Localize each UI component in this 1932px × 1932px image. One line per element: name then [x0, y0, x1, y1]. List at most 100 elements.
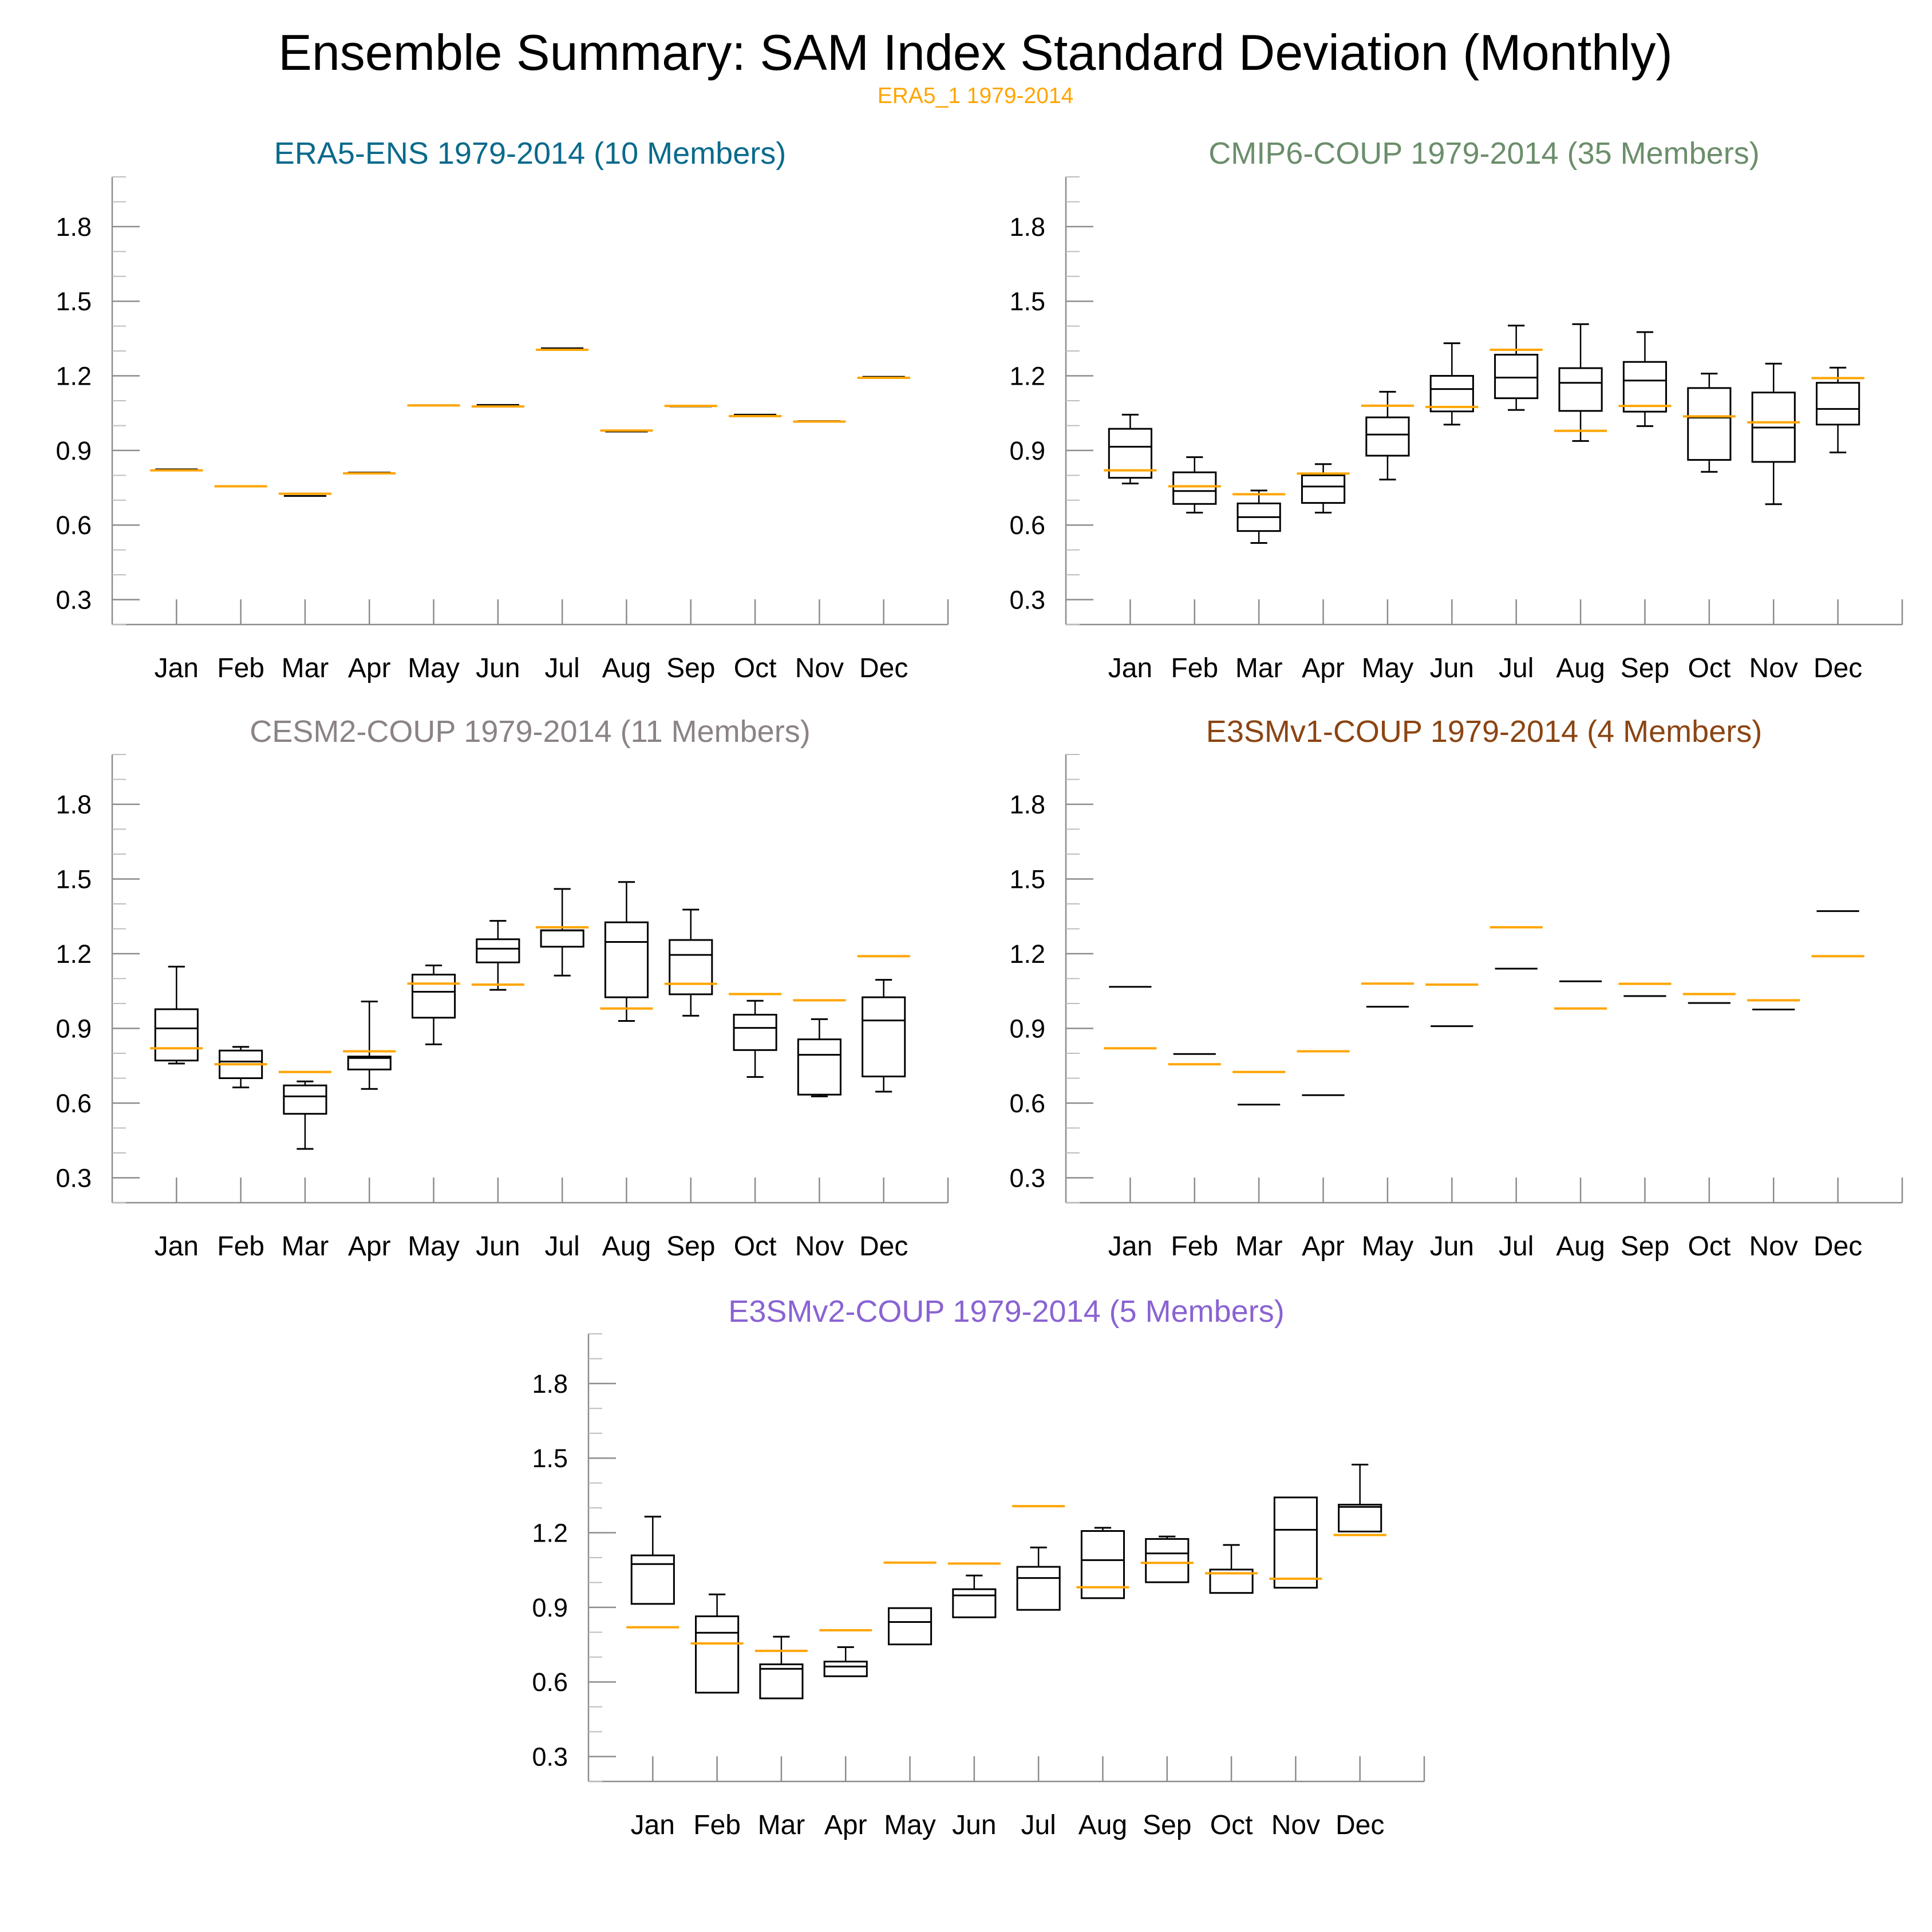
panel-title: CESM2-COUP 1979-2014 (11 Members)	[250, 714, 810, 749]
y-tick-label: 0.3	[56, 586, 92, 615]
x-tick-label-jan: Jan	[155, 1231, 199, 1262]
box-aug	[1080, 1527, 1125, 1599]
iqr-box	[797, 1038, 841, 1096]
x-tick-label-dec: Dec	[1336, 1810, 1384, 1840]
panel-title: CMIP6-COUP 1979-2014 (35 Members)	[1208, 136, 1759, 171]
iqr-box	[823, 1661, 868, 1677]
x-tick-label-apr: Apr	[348, 653, 391, 683]
x-tick-label-apr: Apr	[1302, 1231, 1345, 1262]
y-tick-label: 1.5	[56, 287, 92, 316]
x-tick-label-nov: Nov	[1749, 653, 1798, 683]
iqr-box	[1273, 1496, 1318, 1589]
iqr-box	[1016, 1566, 1061, 1611]
box-oct	[733, 999, 777, 1078]
figure-subtitle: ERA5_1 1979-2014	[878, 84, 1074, 108]
x-tick-label-aug: Aug	[602, 1231, 651, 1262]
x-tick-label-jan: Jan	[1108, 1231, 1152, 1262]
x-tick-label-jun: Jun	[476, 1231, 520, 1262]
x-tick-label-mar: Mar	[1235, 653, 1283, 683]
box-nov	[1751, 362, 1796, 505]
x-tick-label-nov: Nov	[1271, 1810, 1320, 1840]
x-tick-label-dec: Dec	[1814, 1231, 1862, 1262]
box-jun	[1429, 342, 1474, 426]
box-jun	[476, 920, 520, 991]
iqr-box	[887, 1607, 933, 1646]
panel-title: E3SMv1-COUP 1979-2014 (4 Members)	[1206, 714, 1762, 749]
x-tick-label-jul: Jul	[1021, 1810, 1056, 1840]
iqr-box	[1145, 1538, 1190, 1583]
y-tick-label: 0.6	[1009, 1089, 1045, 1118]
x-tick-label-may: May	[408, 1231, 460, 1262]
x-tick-label-jun: Jun	[476, 653, 520, 683]
iqr-box	[695, 1615, 740, 1694]
box-jul	[1016, 1546, 1061, 1611]
x-tick-label-aug: Aug	[1556, 653, 1605, 683]
iqr-box	[1172, 471, 1217, 505]
x-tick-label-may: May	[408, 653, 460, 683]
panel-title: ERA5-ENS 1979-2014 (10 Members)	[274, 136, 786, 171]
x-tick-label-jul: Jul	[1499, 1231, 1534, 1262]
iqr-box	[952, 1588, 997, 1618]
panel-title: E3SMv2-COUP 1979-2014 (5 Members)	[728, 1294, 1284, 1329]
x-tick-label-aug: Aug	[1556, 1231, 1605, 1262]
iqr-box	[411, 974, 456, 1019]
x-tick-label-jun: Jun	[952, 1810, 996, 1840]
panel-e3smv2-coup: E3SMv2-COUP 1979-2014 (5 Members) 0.3 0.6 0…	[532, 1294, 1425, 1840]
x-tick-label-mar: Mar	[758, 1810, 805, 1840]
box-oct	[1687, 373, 1732, 473]
x-tick-label-jan: Jan	[1108, 653, 1152, 683]
y-tick-label: 1.2	[56, 362, 92, 391]
box-nov	[1273, 1496, 1318, 1589]
box-feb	[1172, 456, 1217, 513]
x-tick-label-apr: Apr	[348, 1231, 391, 1262]
x-tick-label-oct: Oct	[1688, 653, 1731, 683]
y-tick-label: 1.2	[1009, 362, 1045, 391]
x-tick-label-mar: Mar	[282, 653, 329, 683]
x-tick-label-sep: Sep	[666, 653, 715, 683]
y-tick-label: 0.9	[1009, 436, 1045, 465]
box-jul	[540, 888, 584, 977]
x-tick-label-dec: Dec	[859, 653, 908, 683]
iqr-box	[476, 938, 520, 963]
y-tick-label: 1.2	[532, 1519, 568, 1548]
x-tick-label-nov: Nov	[795, 653, 844, 683]
box-may	[1365, 390, 1410, 481]
iqr-box	[1816, 382, 1860, 426]
box-jan	[154, 966, 199, 1065]
x-tick-label-jan: Jan	[155, 653, 199, 683]
box-aug	[1558, 323, 1603, 442]
y-tick-label: 1.2	[1009, 939, 1045, 969]
y-tick-label: 0.6	[56, 511, 92, 540]
iqr-box	[669, 939, 713, 995]
y-tick-label: 1.5	[1009, 287, 1045, 316]
box-dec	[1338, 1464, 1382, 1532]
box-apr	[347, 1001, 392, 1090]
x-tick-label-apr: Apr	[1302, 653, 1345, 683]
y-tick-label: 0.3	[1009, 586, 1045, 615]
x-tick-label-jul: Jul	[544, 653, 579, 683]
iqr-box	[862, 996, 906, 1077]
x-tick-label-jul: Jul	[544, 1231, 579, 1262]
figure-title: Ensemble Summary: SAM Index Standard Dev…	[278, 24, 1673, 81]
iqr-box	[347, 1056, 392, 1070]
x-tick-label-aug: Aug	[1078, 1810, 1127, 1840]
y-tick-label: 0.9	[56, 1014, 92, 1044]
y-tick-label: 0.9	[532, 1593, 568, 1622]
iqr-box	[1494, 354, 1539, 400]
y-tick-label: 0.6	[532, 1668, 568, 1697]
box-feb	[695, 1593, 740, 1694]
x-tick-label-mar: Mar	[1235, 1231, 1283, 1262]
box-dec	[1816, 366, 1860, 453]
y-tick-label: 1.5	[532, 1444, 568, 1473]
panel-cesm2-coup: CESM2-COUP 1979-2014 (11 Members) 0.3 0.6 0…	[56, 714, 949, 1262]
y-tick-label: 0.3	[1009, 1164, 1045, 1193]
y-tick-label: 1.8	[1009, 212, 1045, 242]
y-tick-label: 1.5	[56, 865, 92, 894]
box-sep	[669, 908, 713, 1017]
iqr-box	[733, 1014, 777, 1051]
box-mar	[1236, 489, 1281, 544]
y-tick-label: 0.3	[56, 1164, 92, 1193]
box-sep	[1622, 331, 1668, 427]
x-tick-label-jul: Jul	[1499, 653, 1534, 683]
